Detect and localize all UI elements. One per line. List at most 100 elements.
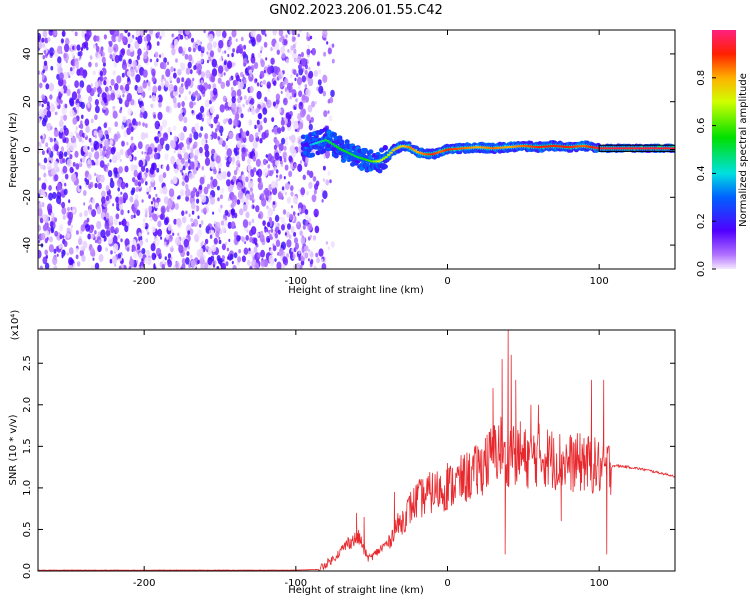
noise-speckle <box>251 53 255 59</box>
noise-speckle <box>253 237 258 245</box>
noise-speckle <box>128 58 132 65</box>
noise-speckle <box>281 186 285 191</box>
noise-speckle <box>262 158 267 166</box>
noise-speckle <box>117 173 120 178</box>
noise-speckle <box>140 132 146 141</box>
noise-speckle <box>250 107 256 116</box>
noise-speckle <box>302 174 306 181</box>
noise-speckle <box>243 62 247 67</box>
noise-speckle <box>80 47 83 51</box>
noise-speckle <box>260 181 263 186</box>
noise-speckle <box>44 178 48 185</box>
noise-speckle <box>162 172 167 179</box>
noise-speckle <box>283 157 287 163</box>
noise-speckle <box>107 162 110 167</box>
noise-speckle <box>58 119 64 128</box>
noise-speckle <box>58 105 61 109</box>
noise-speckle <box>220 73 223 78</box>
noise-speckle <box>236 181 242 191</box>
noise-speckle <box>163 196 169 205</box>
noise-speckle <box>298 138 302 145</box>
noise-speckle <box>144 153 147 157</box>
noise-speckle <box>138 121 141 126</box>
noise-speckle <box>203 30 206 34</box>
noise-speckle <box>41 112 45 119</box>
noise-speckle <box>275 159 280 167</box>
noise-speckle <box>189 133 193 139</box>
noise-speckle <box>159 137 165 146</box>
ridge-core <box>333 144 338 147</box>
noise-speckle <box>192 47 196 53</box>
noise-speckle <box>256 119 260 125</box>
noise-speckle <box>239 47 244 54</box>
noise-speckle <box>300 187 306 196</box>
noise-speckle <box>60 87 64 94</box>
noise-speckle <box>268 195 272 201</box>
noise-speckle <box>130 214 134 220</box>
noise-speckle <box>146 45 150 50</box>
noise-speckle <box>198 69 202 75</box>
x-tick-label: 100 <box>590 276 609 287</box>
noise-speckle <box>100 174 105 183</box>
noise-speckle <box>292 195 298 204</box>
noise-speckle <box>58 155 61 160</box>
noise-speckle <box>214 226 220 233</box>
noise-speckle <box>236 89 242 97</box>
noise-speckle <box>294 237 298 244</box>
noise-speckle <box>74 150 79 158</box>
noise-speckle <box>153 263 156 267</box>
noise-speckle <box>300 235 306 245</box>
x-tick-label: -100 <box>284 276 307 287</box>
noise-speckle <box>179 189 185 197</box>
noise-speckle <box>144 225 148 230</box>
noise-speckle <box>163 241 167 246</box>
noise-speckle <box>307 44 310 48</box>
noise-speckle <box>297 212 300 216</box>
noise-speckle <box>100 143 103 149</box>
snr-panel: -200 -100 0 100 0.0 0.5 1.0 1.5 2.0 2.5 Height o… <box>8 310 676 596</box>
noise-speckle <box>84 177 87 182</box>
noise-speckle <box>93 43 96 49</box>
noise-speckle <box>144 207 149 214</box>
noise-speckle <box>159 35 162 40</box>
noise-speckle <box>56 45 63 54</box>
noise-speckle <box>141 151 144 155</box>
noise-speckle <box>54 174 59 182</box>
noise-speckle <box>170 246 174 253</box>
noise-speckle <box>185 188 191 198</box>
noise-speckle <box>71 30 75 33</box>
noise-speckle <box>86 84 92 94</box>
noise-speckle <box>110 250 113 255</box>
noise-speckle <box>203 186 209 195</box>
noise-speckle <box>157 220 162 228</box>
noise-speckle <box>225 80 230 87</box>
noise-speckle <box>86 30 92 39</box>
noise-speckle <box>79 212 83 218</box>
noise-speckle <box>226 179 231 187</box>
noise-speckle <box>133 145 137 151</box>
noise-speckle <box>90 233 94 239</box>
noise-speckle <box>293 163 297 169</box>
noise-speckle <box>178 195 181 200</box>
noise-speckle <box>81 139 84 144</box>
noise-speckle <box>49 137 53 143</box>
noise-speckle <box>317 79 322 86</box>
noise-speckle <box>188 213 191 218</box>
ridge-halo <box>368 149 374 155</box>
noise-speckle <box>206 51 209 55</box>
noise-speckle <box>256 82 260 87</box>
noise-speckle <box>206 59 210 64</box>
noise-speckle <box>88 61 92 68</box>
noise-speckle <box>252 227 256 233</box>
noise-speckle <box>76 102 80 108</box>
noise-speckle <box>111 255 118 265</box>
noise-speckle <box>200 58 204 63</box>
noise-speckle <box>75 254 79 260</box>
noise-speckle <box>137 35 143 45</box>
noise-speckle <box>109 139 113 145</box>
noise-speckle <box>221 243 226 251</box>
noise-speckle <box>327 47 332 55</box>
noise-speckle <box>124 225 129 233</box>
noise-speckle <box>280 90 283 94</box>
noise-speckle <box>278 143 284 152</box>
